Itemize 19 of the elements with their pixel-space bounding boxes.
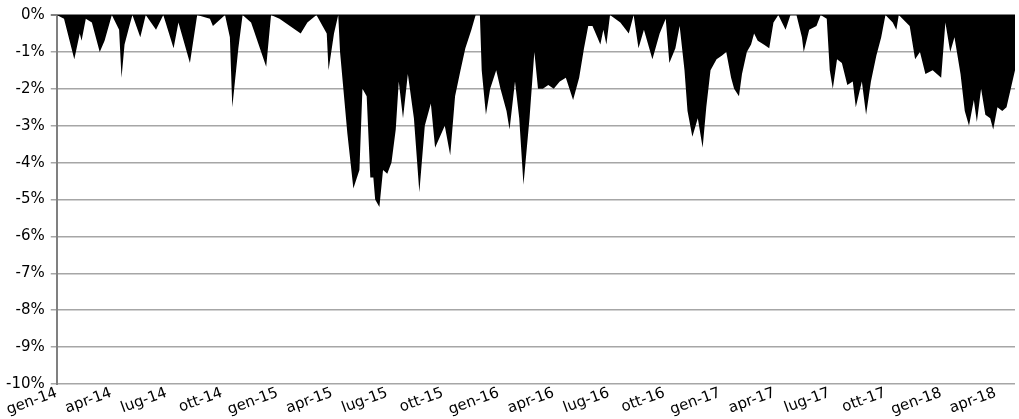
x-tick-label: lug-15: [338, 383, 390, 417]
x-tick-label: apr-14: [62, 383, 114, 417]
x-tick-label: ott-16: [618, 383, 668, 416]
y-tick-label: -5%: [15, 189, 45, 208]
y-tick-label: -6%: [15, 226, 45, 245]
x-tick-label: lug-14: [118, 383, 170, 417]
x-tick-label: ott-17: [839, 383, 889, 416]
y-tick-label: -1%: [15, 41, 45, 60]
y-tick-label: 0%: [20, 4, 45, 23]
y-tick-label: -3%: [15, 115, 45, 134]
y-tick-label: -4%: [15, 152, 45, 171]
y-tick-label: -9%: [15, 337, 45, 356]
x-tick-label: ott-15: [396, 383, 446, 416]
x-tick-label: ott-14: [175, 383, 225, 416]
x-tick-label: apr-18: [946, 383, 999, 417]
y-tick-label: -2%: [15, 78, 45, 97]
y-tick-label: -7%: [15, 263, 45, 282]
x-tick-label: apr-15: [283, 383, 335, 417]
y-tick-label: -8%: [15, 300, 45, 319]
